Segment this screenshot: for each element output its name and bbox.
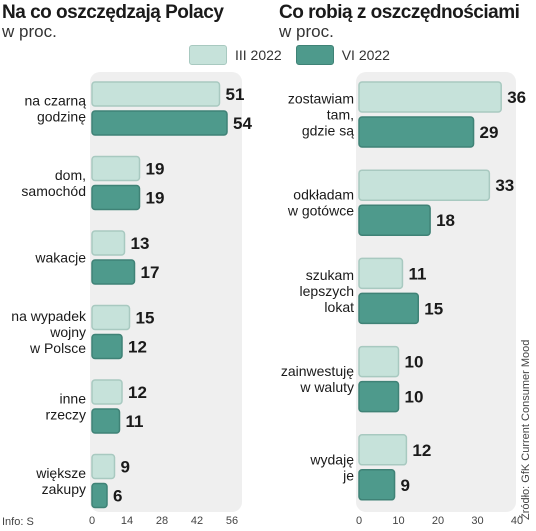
left-category-label-5-line-1: zakupy xyxy=(42,481,86,497)
left-bar-2-series-1 xyxy=(91,230,126,256)
left-value-label-5-series-2: 6 xyxy=(113,487,122,506)
legend-item-series-2: VI 2022 xyxy=(295,45,390,65)
right-value-label-2-series-2: 15 xyxy=(424,299,443,318)
left-value-label-2-series-1: 13 xyxy=(131,234,150,253)
right-value-label-0-series-2: 29 xyxy=(480,123,499,142)
right-value-label-1-series-2: 18 xyxy=(436,211,455,230)
left-chart-title: Na co oszczędzają Polacy xyxy=(2,2,224,23)
left-value-label-5-series-1: 9 xyxy=(121,458,130,477)
chart-legend: III 2022 VI 2022 xyxy=(189,44,404,66)
left-category-label-3-line-1: wojny xyxy=(49,324,86,340)
left-category-label-3-line-2: w Polsce xyxy=(29,340,86,356)
right-value-label-4-series-1: 12 xyxy=(412,441,431,460)
info-credit: Info: S xyxy=(2,516,34,528)
right-category-label-1-line-0: odkładam xyxy=(293,187,354,203)
left-category-label-3-line-0: na wypadek xyxy=(11,308,87,324)
legend-label-series-1: III 2022 xyxy=(235,47,282,63)
right-category-label-1-line-1: w gotówce xyxy=(287,203,354,219)
right-value-label-3-series-2: 10 xyxy=(405,388,424,407)
right-category-label-2-line-0: szukam xyxy=(306,267,354,283)
left-bar-0-series-1 xyxy=(91,81,221,107)
right-value-label-3-series-1: 10 xyxy=(405,353,424,372)
left-x-tick-label-3: 42 xyxy=(191,515,203,527)
right-bar-1-series-2 xyxy=(358,204,431,236)
right-bar-2-series-2 xyxy=(358,292,419,325)
left-value-label-0-series-1: 51 xyxy=(226,85,245,104)
left-x-tick-label-4: 56 xyxy=(226,515,238,527)
left-category-label-0-line-1: godzinę xyxy=(37,109,86,125)
right-bar-0-series-2 xyxy=(358,116,475,148)
right-category-label-3-line-0: zainwestuję xyxy=(281,363,354,379)
right-category-label-0-line-2: gdzie są xyxy=(302,123,354,139)
right-x-tick-label-3: 30 xyxy=(471,515,483,527)
right-bar-1-series-1 xyxy=(358,169,491,201)
right-bar-4-series-1 xyxy=(358,434,408,466)
left-value-label-0-series-2: 54 xyxy=(233,114,252,133)
legend-swatch-series-1 xyxy=(189,45,227,65)
right-value-label-4-series-2: 9 xyxy=(401,476,410,495)
left-value-label-1-series-2: 19 xyxy=(146,189,165,208)
right-value-label-1-series-1: 33 xyxy=(495,176,514,195)
left-bar-4-series-1 xyxy=(91,379,123,405)
left-bar-1-series-1 xyxy=(91,155,141,182)
source-note: Źródło: GfK Current Consumer Mood xyxy=(520,339,532,520)
right-category-label-3-line-1: w waluty xyxy=(299,379,354,395)
right-category-label-0-line-0: zostawiam xyxy=(288,91,354,107)
right-category-label-0-line-1: tam, xyxy=(327,107,354,123)
right-bar-2-series-1 xyxy=(358,257,404,290)
left-x-tick-label-0: 0 xyxy=(89,515,95,527)
left-value-label-4-series-1: 12 xyxy=(128,383,147,402)
left-bar-3-series-1 xyxy=(91,304,131,331)
left-chart-panel xyxy=(90,72,242,512)
left-value-label-4-series-2: 11 xyxy=(126,412,144,431)
left-category-label-4-line-0: inne xyxy=(60,391,87,407)
right-bar-4-series-2 xyxy=(358,469,396,501)
left-category-label-2-line-0: wakacje xyxy=(34,250,86,266)
left-value-label-1-series-1: 19 xyxy=(146,160,165,179)
left-bar-3-series-2 xyxy=(91,333,123,360)
right-category-label-2-line-2: lokat xyxy=(324,299,354,315)
legend-label-series-2: VI 2022 xyxy=(341,47,390,63)
right-bar-3-series-1 xyxy=(358,345,400,378)
left-bar-0-series-2 xyxy=(91,110,228,136)
right-chart-subtitle: w proc. xyxy=(279,22,334,41)
left-x-tick-label-2: 28 xyxy=(156,515,168,527)
right-bar-0-series-1 xyxy=(358,81,502,113)
legend-swatch-series-2 xyxy=(295,45,334,65)
left-category-label-4-line-1: rzeczy xyxy=(46,407,86,423)
left-x-tick-label-1: 14 xyxy=(121,515,133,527)
left-bar-5-series-2 xyxy=(91,482,108,509)
right-value-label-2-series-1: 11 xyxy=(408,264,426,283)
right-x-tick-label-2: 20 xyxy=(432,515,444,527)
left-bar-5-series-1 xyxy=(91,453,116,480)
right-x-tick-label-0: 0 xyxy=(356,515,362,527)
right-category-label-4-line-0: wydaję xyxy=(309,451,354,467)
legend-item-series-1: III 2022 xyxy=(189,45,282,65)
right-chart-title: Co robią z oszczędnościami xyxy=(279,2,520,23)
left-category-label-5-line-0: większe xyxy=(35,465,86,481)
left-bar-1-series-2 xyxy=(91,184,141,211)
left-chart-subtitle: w proc. xyxy=(2,22,57,41)
left-category-label-1-line-1: samochód xyxy=(21,183,86,199)
left-category-label-0-line-0: na czarną xyxy=(25,93,87,109)
left-value-label-3-series-1: 15 xyxy=(136,309,155,328)
right-x-tick-label-1: 10 xyxy=(392,515,404,527)
left-bar-4-series-2 xyxy=(91,408,121,434)
left-bar-2-series-2 xyxy=(91,259,136,285)
left-value-label-2-series-2: 17 xyxy=(141,263,160,282)
right-bar-3-series-2 xyxy=(358,380,400,413)
right-x-tick-label-4: 40 xyxy=(511,515,523,527)
left-value-label-3-series-2: 12 xyxy=(128,338,147,357)
right-category-label-4-line-1: je xyxy=(342,467,354,483)
left-category-label-1-line-0: dom, xyxy=(55,167,86,183)
right-category-label-2-line-1: lepszych xyxy=(300,283,354,299)
right-value-label-0-series-1: 36 xyxy=(507,88,526,107)
